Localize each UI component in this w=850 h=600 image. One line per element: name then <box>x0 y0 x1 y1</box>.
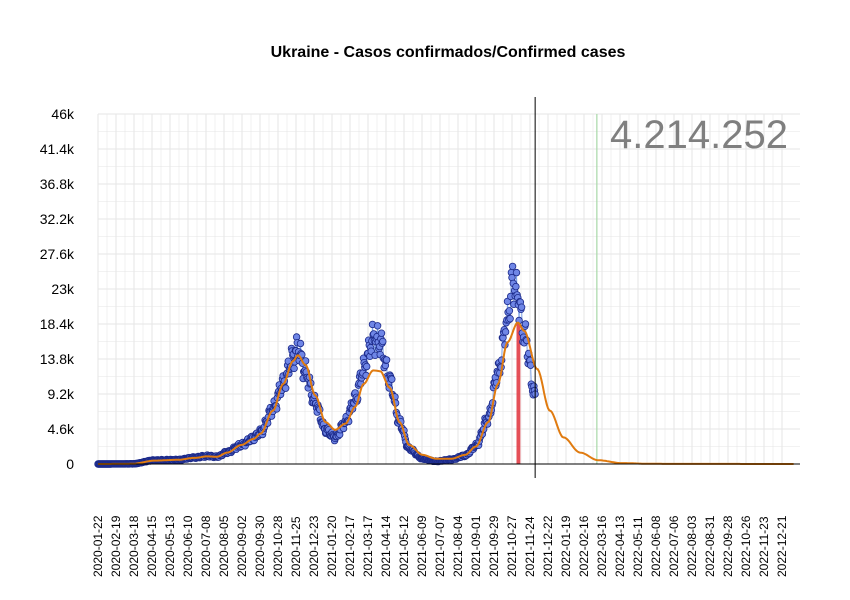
y-tick-label: 36.8k <box>40 176 75 192</box>
x-tick-label: 2021-09-01 <box>469 515 483 577</box>
x-tick-label: 2020-02-19 <box>109 515 123 577</box>
total-cases-label: 4.214.252 <box>610 113 788 157</box>
x-tick-label: 2021-12-22 <box>541 515 555 577</box>
x-tick-label: 2020-08-05 <box>217 515 231 577</box>
axes <box>98 97 800 478</box>
x-tick-label: 2021-02-17 <box>343 515 357 577</box>
chart-title: Ukraine - Casos confirmados/Confirmed ca… <box>271 44 626 61</box>
x-tick-label: 2022-02-16 <box>577 515 591 577</box>
daily-series-line <box>98 266 536 465</box>
x-axis-ticks: 2020-01-22 2020-02-19 2020-03-18 2020-04-15… <box>91 515 789 577</box>
x-tick-label: 2022-12-21 <box>775 515 789 577</box>
y-axis-ticks: 0 4.6k 9.2k 13.8k 18.4k 23k 27.6k 32.2k 36.8k 41.… <box>40 106 75 472</box>
y-tick-label: 4.6k <box>48 421 75 437</box>
x-tick-label: 2021-08-04 <box>451 515 465 577</box>
x-tick-label: 2022-08-03 <box>685 515 699 577</box>
x-tick-label: 2021-11-24 <box>523 516 537 577</box>
data-point <box>282 384 290 392</box>
x-tick-label: 2020-10-28 <box>271 515 285 577</box>
x-tick-label: 2022-10-26 <box>739 515 753 577</box>
x-tick-label: 2022-07-06 <box>667 515 681 577</box>
x-tick-label: 2020-09-02 <box>235 515 249 577</box>
x-tick-label: 2020-05-13 <box>163 515 177 577</box>
data-point <box>388 375 396 383</box>
y-tick-label: 41.4k <box>40 141 75 157</box>
y-tick-label: 32.2k <box>40 211 75 227</box>
data-point <box>512 282 520 291</box>
x-tick-label: 2021-04-14 <box>379 515 393 577</box>
data-point <box>373 322 382 330</box>
data-point <box>521 320 530 328</box>
x-tick-label: 2022-04-13 <box>613 515 627 577</box>
data-point <box>505 307 514 315</box>
x-tick-label: 2022-03-16 <box>595 515 609 577</box>
x-tick-label: 2020-04-15 <box>145 515 159 577</box>
x-tick-label: 2020-07-08 <box>199 515 213 577</box>
data-point <box>379 337 387 346</box>
x-tick-label: 2022-08-31 <box>703 515 717 577</box>
y-tick-label: 9.2k <box>48 386 75 402</box>
y-tick-label: 46k <box>51 106 75 122</box>
y-tick-label: 18.4k <box>40 316 75 332</box>
x-tick-label: 2021-09-29 <box>487 515 501 577</box>
data-point <box>290 364 298 373</box>
x-tick-label: 2022-11-23 <box>757 516 771 577</box>
reference-lines <box>516 114 598 464</box>
data-point <box>296 339 305 348</box>
data-point <box>501 328 510 336</box>
x-tick-label: 2021-07-07 <box>433 515 447 577</box>
data-point <box>363 362 371 371</box>
x-tick-label: 2022-09-28 <box>721 515 735 577</box>
peak-band <box>516 324 521 464</box>
x-tick-label: 2022-06-08 <box>649 515 663 577</box>
data-point <box>506 315 514 323</box>
x-tick-label: 2020-06-10 <box>181 515 195 577</box>
horizontal-gridlines <box>98 113 800 465</box>
x-tick-label: 2021-06-09 <box>415 515 429 577</box>
trend-fit-path <box>98 321 794 465</box>
x-tick-label: 2021-01-20 <box>325 515 339 577</box>
x-tick-label: 2021-03-17 <box>361 515 375 577</box>
data-point <box>508 262 517 271</box>
x-tick-label: 2020-03-18 <box>127 515 141 577</box>
x-tick-label: 2020-09-30 <box>253 515 267 577</box>
y-tick-label: 0 <box>66 456 74 472</box>
x-tick-label: 2022-01-19 <box>559 515 573 577</box>
daily-cases-line <box>98 266 536 465</box>
data-point <box>382 356 391 364</box>
data-point <box>377 329 386 337</box>
y-tick-label: 27.6k <box>40 246 75 262</box>
x-tick-label: 2022-05-11 <box>631 516 645 577</box>
x-tick-label: 2020-12-23 <box>307 515 321 577</box>
y-tick-label: 23k <box>51 281 75 297</box>
trend-fit-line <box>98 321 794 465</box>
x-tick-label: 2021-05-12 <box>397 515 411 577</box>
x-tick-label: 2020-11-25 <box>289 516 303 577</box>
y-tick-label: 13.8k <box>40 351 75 367</box>
data-point <box>517 303 526 311</box>
data-point <box>512 268 521 277</box>
x-tick-label: 2020-01-22 <box>91 515 105 577</box>
x-tick-label: 2021-10-27 <box>505 515 519 577</box>
